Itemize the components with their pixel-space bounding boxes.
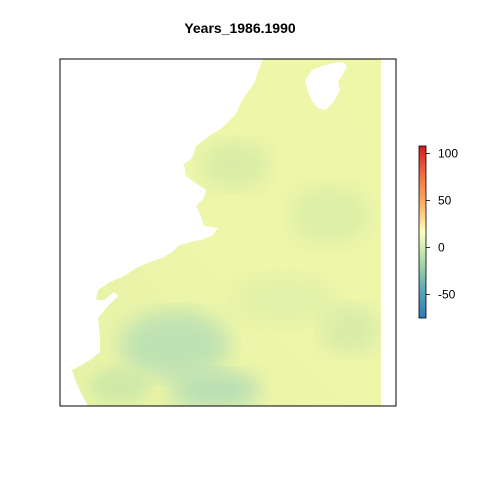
legend-color-bar (419, 146, 426, 318)
low-anomaly-patch (170, 370, 260, 410)
legend-tick-label: 100 (438, 147, 458, 161)
legend-tick-label: 50 (438, 194, 452, 208)
mid-anomaly-patch (320, 305, 380, 355)
legend-tick-label: -50 (438, 288, 456, 302)
mid-anomaly-patch (290, 185, 370, 245)
low-anomaly-patch (90, 367, 150, 403)
color-legend: 100 50 0 -50 (419, 146, 458, 318)
low-anomaly-patch (120, 310, 230, 380)
legend-tick-label: 0 (438, 241, 445, 255)
mid-anomaly-patch (200, 140, 270, 190)
mid-anomaly-patch (235, 275, 335, 325)
legend-ticks: 100 50 0 -50 (426, 147, 458, 302)
